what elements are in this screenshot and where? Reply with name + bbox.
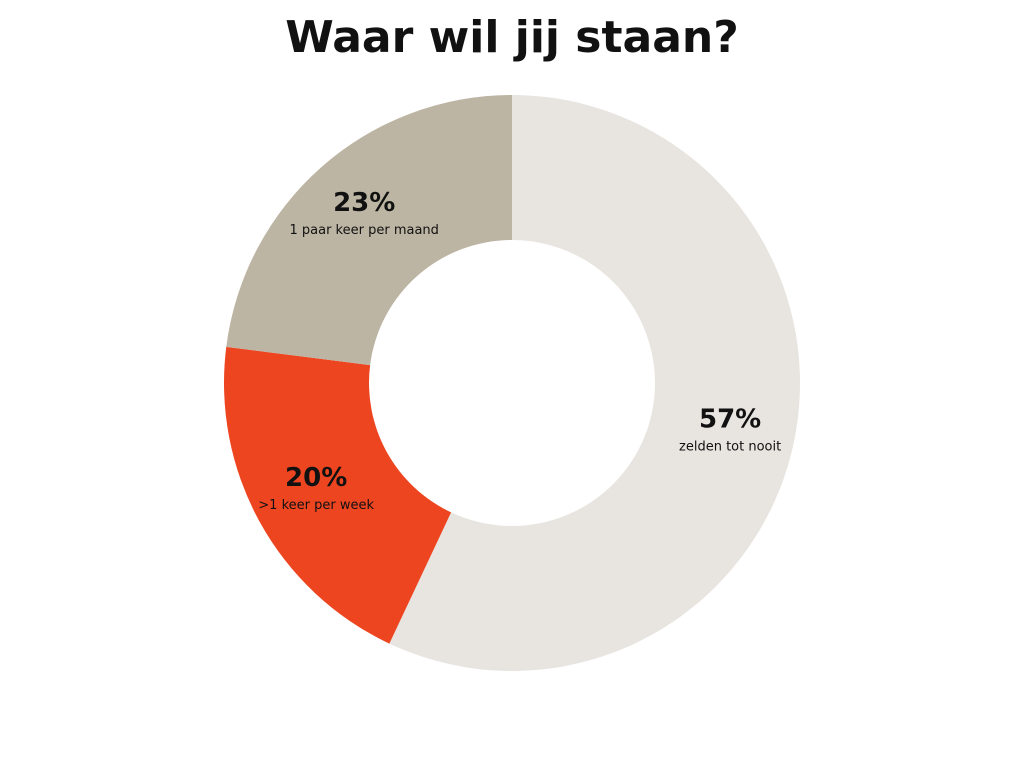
- category-label: 1 paar keer per maand: [289, 223, 438, 238]
- chart-title: Waar wil jij staan?: [285, 12, 739, 63]
- value-label: 20%: [285, 463, 347, 493]
- category-label: >1 keer per week: [258, 498, 374, 513]
- value-label: 57%: [699, 404, 761, 434]
- category-label: zelden tot nooit: [679, 439, 781, 454]
- slice: [389, 95, 800, 671]
- slice: [223, 346, 452, 644]
- slice: [226, 95, 512, 366]
- value-label: 23%: [333, 188, 395, 218]
